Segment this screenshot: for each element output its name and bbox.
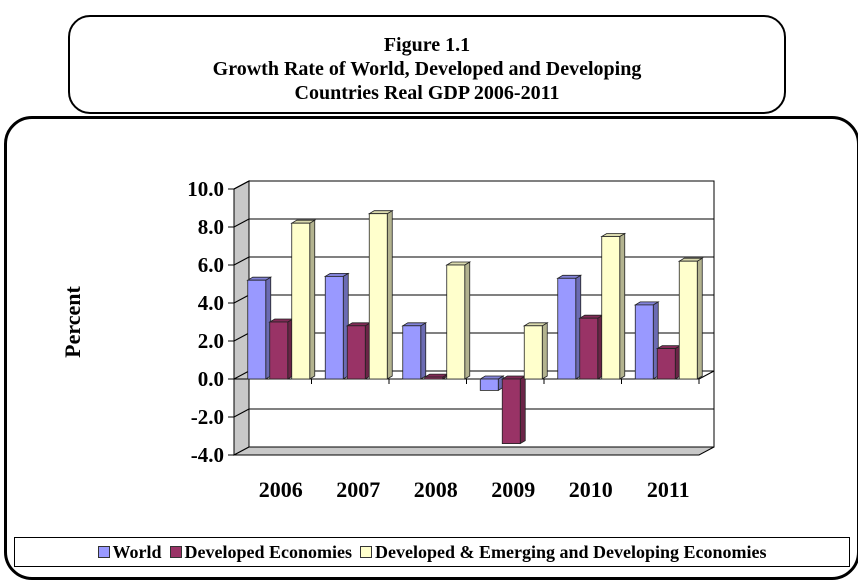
y-tick-label: 2.0 — [198, 329, 224, 353]
bar-world-2009 — [479, 378, 499, 391]
bar-developed-emerging-and-developing-economies-2008-side — [464, 261, 471, 380]
bar-developed-economies-2006 — [269, 321, 289, 380]
x-tick-label: 2011 — [647, 477, 690, 502]
y-axis-title: Percent — [60, 286, 85, 358]
x-tick-label: 2010 — [569, 477, 613, 502]
bar-world-2008 — [402, 325, 422, 380]
bar-developed-emerging-and-developing-economies-2006 — [291, 222, 311, 380]
legend-item-emerging: Developed & Emerging and Developing Econ… — [360, 542, 767, 563]
legend-item-world: World — [97, 541, 162, 563]
figure-title-line-1: Growth Rate of World, Developed and Deve… — [212, 58, 642, 80]
bar-world-2008-side — [420, 322, 427, 380]
bar-developed-emerging-and-developing-economies-2008 — [446, 264, 466, 380]
legend-label-developed: Developed Economies — [184, 541, 352, 562]
bar-developed-emerging-and-developing-economies-2010-side — [619, 232, 626, 380]
legend-swatch-world — [97, 546, 110, 558]
bar-developed-emerging-and-developing-economies-2009 — [523, 325, 543, 380]
bar-world-2010 — [557, 277, 577, 380]
gridline-side — [233, 218, 250, 228]
bar-developed-economies-2009 — [501, 378, 521, 444]
x-tick-label: 2007 — [336, 477, 380, 502]
figure-title-box: Figure 1.1 Growth Rate of World, Develop… — [68, 15, 786, 114]
y-tick-label: 10.0 — [187, 177, 224, 201]
x-tick-label: 2008 — [414, 477, 458, 502]
bar-developed-emerging-and-developing-economies-2007-side — [386, 209, 393, 380]
y-tick-label: 8.0 — [198, 215, 224, 239]
x-tick-label: 2009 — [491, 477, 535, 502]
legend-item-developed: Developed Economies — [169, 541, 352, 563]
x-axis-line-depth — [698, 370, 715, 380]
y-tick-label: 6.0 — [198, 253, 224, 277]
gridline-side — [233, 256, 250, 266]
gridline-side — [233, 180, 250, 190]
figure-number: Figure 1.1 — [383, 34, 471, 56]
legend-label-world: World — [112, 541, 162, 562]
y-tick-label: 4.0 — [198, 291, 224, 315]
bar-world-2011 — [634, 304, 654, 380]
bar-developed-economies-2011 — [656, 348, 676, 380]
legend-label-emerging: Developed & Emerging and Developing Econ… — [375, 541, 767, 562]
bar-developed-emerging-and-developing-economies-2007 — [368, 213, 388, 380]
y-tick-label: 0.0 — [198, 367, 224, 391]
bar-developed-economies-2010 — [579, 317, 599, 380]
bar-developed-emerging-and-developing-economies-2009-side — [541, 322, 548, 380]
bar-developed-economies-2009-side — [519, 375, 526, 445]
gridline-side — [233, 408, 250, 418]
bar-developed-economies-2007 — [346, 325, 366, 380]
chart-floor — [233, 446, 715, 456]
bar-developed-economies-2008 — [424, 376, 444, 380]
bar-developed-emerging-and-developing-economies-2011-side — [696, 257, 703, 380]
gridline-side — [233, 332, 250, 342]
bar-world-2006 — [247, 279, 267, 380]
chart-legend: World Developed Economies Developed & Em… — [14, 537, 850, 567]
x-tick-label: 2006 — [259, 477, 303, 502]
chart-side-wall — [233, 180, 250, 456]
gridline-side — [233, 294, 250, 304]
bar-world-2007 — [324, 275, 344, 380]
y-tick-label: -2.0 — [191, 405, 224, 429]
bar-developed-emerging-and-developing-economies-2006-side — [309, 219, 316, 380]
legend-swatch-emerging — [360, 546, 372, 558]
bar-developed-emerging-and-developing-economies-2011 — [678, 260, 698, 380]
figure-title-line-2: Countries Real GDP 2006-2011 — [294, 82, 560, 104]
legend-swatch-developed — [169, 546, 182, 558]
bar-developed-emerging-and-developing-economies-2010 — [601, 236, 621, 380]
y-tick-label: -4.0 — [191, 443, 224, 467]
gridline-side — [233, 370, 250, 380]
